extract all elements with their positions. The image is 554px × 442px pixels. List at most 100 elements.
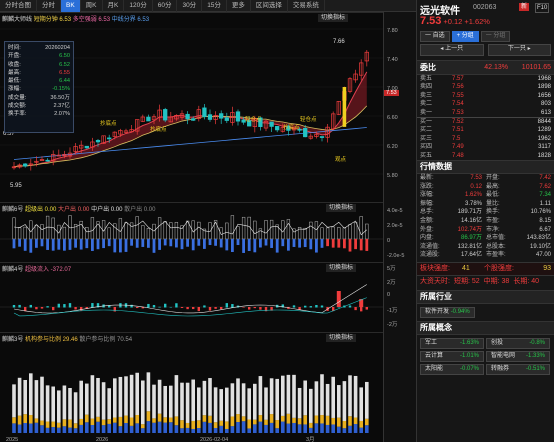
inst-bar [135,415,139,424]
group-button[interactable]: + 分组 [451,31,479,42]
toolbar-tab-3[interactable]: 周K [81,0,103,12]
other-bar [342,381,347,421]
toolbar-tab-1[interactable]: 分时 [37,0,61,12]
switch-indicator-button[interactable]: 切换指标 [318,14,349,22]
retail-bar [85,422,89,433]
toolbar-tab-2[interactable]: BK [61,0,81,12]
flow-bar-down [57,239,61,250]
industry-tag[interactable]: 软件开发 -0.94% [420,307,475,318]
long-ma-line [13,127,367,160]
panel2-chart [0,215,383,253]
inflow-bar [158,306,161,308]
info-val-amt: 2.37亿 [53,103,70,110]
panel4-chart: 2025 2026 2026-02-04 3月 [6,372,369,442]
toolbar-tab-4[interactable]: 月K [103,0,125,12]
next-stock-button[interactable]: 下一只 ▸ [487,44,551,56]
signal-marker: 抄底点 [150,125,167,133]
order-volume: 1828 [537,152,551,159]
inst-bar [34,418,39,423]
toolbar-tab-6[interactable]: 60分 [153,0,178,12]
other-bar [107,388,111,420]
legend-long: 中线分界 6.53 [111,17,150,23]
indicator-panel-2[interactable]: 麒麟6号 超级出 0.00 大户出 0.00 中户出 0.00 散户出 0.00… [0,202,383,262]
toolbar-tab-9[interactable]: 更多 [227,0,251,12]
f10-icon[interactable]: F10 [535,3,550,13]
indicator-panel-4[interactable]: 麒麟3号 机构参与比例 29.46 散户参与比例 70.54 切换指标 2025… [0,332,383,442]
switch-indicator-button-4[interactable]: 切换指标 [326,334,357,342]
toolbar-tab-8[interactable]: 15分 [202,0,227,12]
retail-bar [253,424,257,433]
retail-bar [157,421,162,433]
inflow-bar [96,303,100,308]
order-level: 卖三 [420,92,433,99]
flow-line [13,220,367,236]
concept-tag[interactable]: 转融券 -0.51% [486,364,550,375]
inst-bar [219,420,223,426]
panel3-chart [0,284,383,317]
order-row: 卖一 7.53 613 [417,109,554,117]
concept-tag[interactable]: 云计算 -1.01% [420,351,484,362]
toolbar-tab-0[interactable]: 分时合图 [0,0,37,12]
toolbar-tab-7[interactable]: 30分 [177,0,203,12]
order-volume: 1968 [537,76,551,82]
fund-val: 10.76% [530,209,551,216]
inflow-bar [80,307,83,311]
retail-bar [29,423,33,433]
flow-bar-down [152,239,156,253]
flow-bar-up [269,219,274,240]
toolbar-tab-5[interactable]: 120分 [124,0,153,12]
inflow-bar [74,307,77,310]
concept-tag[interactable]: 太阳能 -0.07% [420,364,484,375]
concept-tag[interactable]: 创投 -0.8% [486,338,550,349]
flow-bar-down [326,239,329,247]
flow-bar-down [85,239,89,249]
fund-row: 最新: 7.53 开盘: 7.42 [417,174,554,183]
other-bar [219,389,223,421]
concept-tag[interactable]: 军工 -1.63% [420,338,484,349]
flow-bar-up [62,226,67,240]
fund-val: 1.62% [464,192,482,199]
inflow-bar [248,307,251,310]
order-row: 卖四 7.56 1898 [417,83,554,91]
flow-bar-down [247,239,251,252]
toolbar-tab-10[interactable]: 区间选择 [251,0,288,12]
add-watchlist-button[interactable]: 一 自选 [420,31,450,42]
prev-stock-button[interactable]: ◂ 上一只 [420,44,484,56]
flow-bar-down [309,239,313,250]
order-price: 7.51 [452,127,464,134]
concept-tag[interactable]: 智能电网 -1.33% [486,351,550,362]
stock-name: 远光软件 [420,6,460,17]
info-key-amt: 成交额: [8,103,27,110]
fund-key: 涨跌: [420,183,434,190]
other-bar [236,378,240,415]
group-nav-button[interactable]: 一 分组 [480,31,511,42]
flow-bar-up [286,219,291,240]
inflow-bar [141,307,144,309]
fund-key: 流通值: [420,243,440,250]
switch-indicator-button-3[interactable]: 切换指标 [326,264,357,272]
retail-bar [101,425,106,433]
candle-body [213,115,218,120]
indicator-name: 麒麟大师线 [2,17,33,23]
inflow-bar [24,307,27,312]
switch-indicator-button-2[interactable]: 切换指标 [326,204,357,212]
order-price: 7.5 [452,135,461,142]
candle-body [353,73,358,81]
info-key-chg: 涨幅: [8,86,21,93]
retail-bar [314,423,319,433]
flow-bar-up [208,222,212,240]
flow-bar-up [264,220,268,240]
fund-row: 内盘: 86.97万 总市值: 143.83亿 [417,234,554,243]
retail-bar [197,428,201,433]
candle-body [269,121,274,127]
flow-bar-up [141,225,145,240]
inst-bar [96,416,100,422]
inst-bar [320,415,324,424]
inflow-bar [225,303,228,308]
indicator-panel-3[interactable]: 麒麟4号 超级流入 -372.07 切换指标 [0,262,383,332]
toolbar-tab-11[interactable]: 交易系统 [288,0,325,12]
inflow-bar [332,307,335,312]
candle-body [84,145,89,149]
main-chart-panel[interactable]: 麒麟大师线 短期分钟 6.53 多空强弱 6.53 中线分界 6.53 切换指标… [0,12,383,202]
candle-body [258,117,263,127]
